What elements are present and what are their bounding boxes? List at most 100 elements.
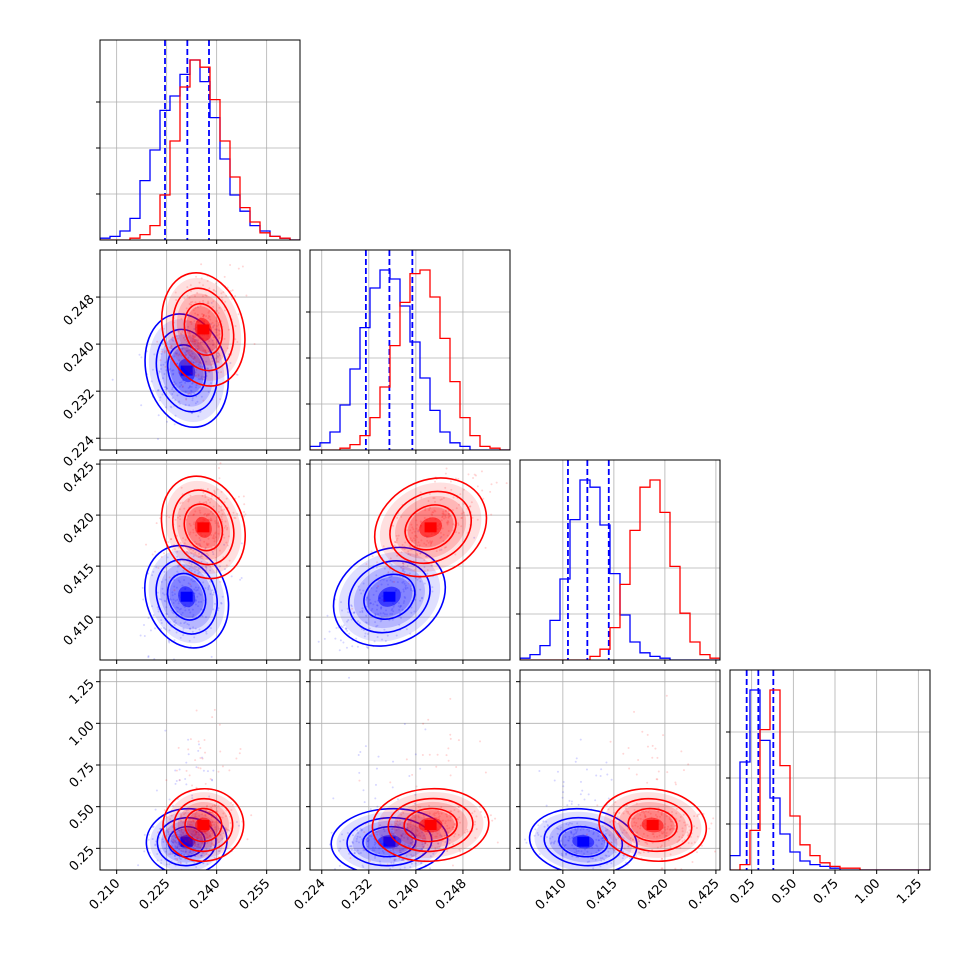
sample-point (182, 634, 185, 637)
sample-point (420, 597, 423, 600)
sample-point (438, 815, 441, 818)
sample-point (209, 627, 212, 630)
sample-point (444, 841, 447, 844)
sample-point (165, 779, 168, 782)
sample-point (197, 378, 200, 381)
sample-point (356, 873, 358, 875)
sample-point (246, 838, 249, 841)
sample-point (208, 585, 211, 588)
sample-point (415, 552, 418, 555)
sample-point (200, 277, 203, 280)
sample-point (199, 386, 202, 389)
sample-point (173, 854, 176, 857)
sample-point (201, 365, 204, 368)
sample-point (430, 513, 433, 516)
sample-point (189, 334, 192, 337)
sample-point (193, 828, 196, 831)
sample-point (431, 540, 434, 543)
sample-point (143, 635, 146, 638)
sample-point (339, 840, 342, 843)
sample-point (190, 320, 193, 323)
sample-point (714, 850, 717, 853)
sample-point (381, 638, 384, 641)
sample-point (211, 828, 214, 831)
sample-point (210, 816, 213, 819)
sample-point (317, 640, 320, 643)
sample-point (181, 386, 184, 389)
sample-point (664, 828, 667, 831)
sample-point (665, 694, 668, 697)
sample-point (203, 553, 206, 556)
sample-point (202, 769, 205, 772)
sample-point (458, 848, 461, 851)
sample-point (193, 340, 196, 343)
axes-frame (519, 459, 721, 661)
sample-point (473, 810, 476, 813)
sample-point (217, 321, 220, 324)
sample-point (652, 833, 655, 836)
sample-point (160, 622, 163, 625)
sample-point (634, 824, 637, 827)
sample-point (195, 599, 198, 602)
sample-point (204, 814, 207, 817)
sample-point (466, 830, 469, 833)
sample-point (189, 627, 192, 630)
sample-point (400, 551, 403, 554)
sample-point (582, 828, 585, 831)
sample-point (484, 546, 487, 549)
sample-point (370, 587, 373, 590)
sample-point (182, 336, 185, 339)
sample-point (197, 363, 200, 366)
sample-point (595, 851, 598, 854)
sample-point (419, 552, 422, 555)
sample-point (362, 629, 365, 632)
sample-point (462, 503, 465, 506)
sample-point (178, 779, 181, 782)
sample-point (192, 514, 195, 517)
sample-point (239, 748, 242, 751)
sample-point (346, 620, 349, 623)
sample-point (172, 841, 175, 844)
sample-point (635, 854, 638, 857)
sample-point (223, 543, 226, 546)
sample-point (229, 821, 232, 824)
sample-point (471, 812, 474, 815)
sample-point (174, 841, 177, 844)
sample-point (444, 834, 447, 837)
sample-point (591, 857, 594, 860)
sample-point (199, 342, 202, 345)
sample-point (211, 366, 214, 369)
sample-point (347, 611, 350, 614)
sample-point (210, 510, 213, 513)
sample-point (178, 768, 181, 771)
sample-point (557, 827, 560, 830)
sample-point (402, 569, 405, 572)
sample-point (158, 370, 161, 373)
sample-point (493, 871, 495, 873)
sample-point (350, 618, 353, 621)
sample-point (434, 500, 437, 503)
sample-point (213, 804, 216, 807)
sample-point (621, 857, 624, 860)
sample-point (157, 567, 160, 570)
sample-point (178, 848, 181, 851)
sample-point (373, 640, 376, 643)
sample-point (169, 538, 172, 541)
sample-point (163, 350, 166, 353)
sample-point (201, 555, 204, 558)
sample-point (353, 852, 356, 855)
sample-point (235, 757, 238, 760)
sample-point (366, 845, 369, 848)
sample-point (423, 837, 426, 840)
sample-point (567, 839, 570, 842)
sample-point (693, 825, 696, 828)
sample-point (406, 823, 409, 826)
sample-point (178, 372, 181, 375)
sample-point (191, 608, 194, 611)
sample-point (424, 509, 427, 512)
sample-point (572, 833, 575, 836)
sample-point (607, 850, 610, 853)
sample-point (330, 831, 333, 834)
sample-point (591, 846, 594, 849)
sample-point (444, 820, 447, 823)
